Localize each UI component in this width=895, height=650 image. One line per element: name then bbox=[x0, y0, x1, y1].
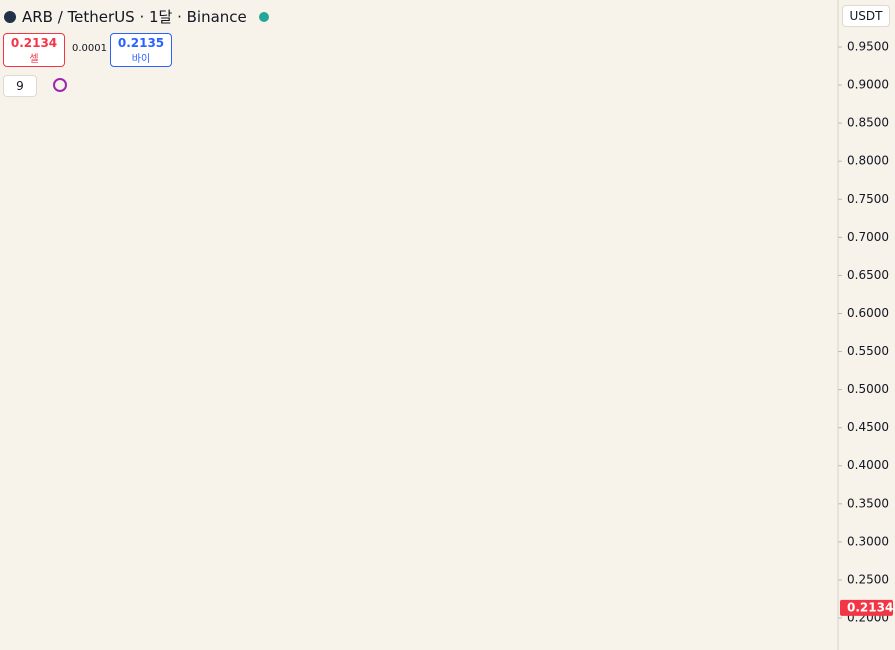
y-tick-label: 0.7000 bbox=[847, 230, 889, 244]
y-tick-label: 0.3500 bbox=[847, 496, 889, 510]
currency-select[interactable]: USDT bbox=[842, 5, 890, 27]
sell-price: 0.2134 bbox=[10, 36, 58, 50]
title: ARB / TetherUS · 1달 · Binance bbox=[22, 8, 247, 26]
sell-label: 셀 bbox=[29, 54, 39, 65]
buy-price: 0.2135 bbox=[117, 36, 165, 50]
indicator-toggle[interactable]: 9 bbox=[3, 75, 37, 97]
title-bar: ARB / TetherUS · 1달 · Binance bbox=[4, 6, 269, 27]
buy-label: 바이 bbox=[131, 54, 151, 65]
refresh-icon[interactable] bbox=[53, 78, 67, 92]
y-tick-label: 0.6500 bbox=[847, 268, 889, 282]
y-tick-label: 0.9000 bbox=[847, 78, 889, 92]
price-axis: 0.9500 0.9000 0.8500 0.8000 0.7500 0.7000 0.65… bbox=[838, 39, 893, 625]
y-tick-label: 0.6000 bbox=[847, 306, 889, 320]
sell-button[interactable]: 0.2134 셀 bbox=[3, 33, 65, 67]
y-tick-label: 0.4000 bbox=[847, 458, 889, 472]
y-tick-label: 0.8500 bbox=[847, 116, 889, 130]
y-tick-label: 0.7500 bbox=[847, 192, 889, 206]
y-tick-label: 0.5500 bbox=[847, 344, 889, 358]
status-dot bbox=[258, 11, 269, 22]
y-tick-label: 0.2500 bbox=[847, 572, 889, 586]
currency: USDT bbox=[849, 9, 883, 23]
spread: 0.0001 bbox=[72, 43, 107, 54]
y-tick-label: 0.8000 bbox=[847, 154, 889, 168]
y-tick-label: 0.5000 bbox=[847, 382, 889, 396]
y-tick-label: 0.3000 bbox=[847, 534, 889, 548]
y-tick-label: 0.9500 bbox=[847, 39, 889, 53]
indicator-count: 9 bbox=[16, 79, 24, 93]
last-price-label: 0.2134 bbox=[847, 600, 893, 614]
symbol-icon bbox=[4, 10, 16, 23]
y-tick-label: 0.4500 bbox=[847, 420, 889, 434]
last-price-tag bbox=[840, 599, 893, 616]
buy-button[interactable]: 0.2135 바이 bbox=[110, 33, 172, 67]
